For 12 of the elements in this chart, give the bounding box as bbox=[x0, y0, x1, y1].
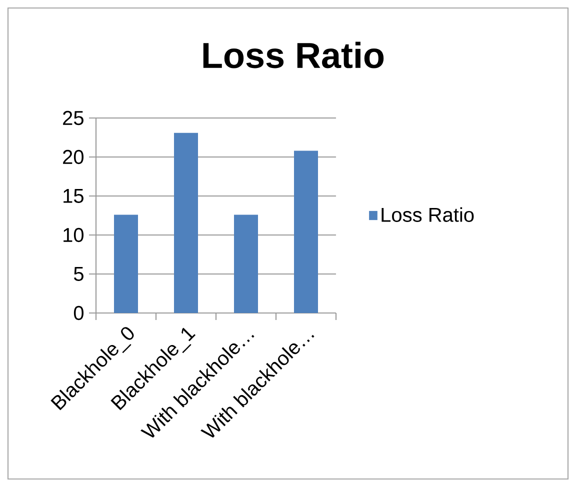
bar bbox=[114, 214, 138, 314]
chart-title: Loss Ratio bbox=[203, 42, 384, 68]
bar bbox=[294, 150, 318, 314]
y-tick-label: 10 bbox=[64, 228, 84, 242]
legend-label: Loss Ratio bbox=[382, 207, 474, 222]
y-tick-label: 5 bbox=[74, 267, 84, 281]
y-tick-label: 15 bbox=[64, 189, 84, 203]
y-tick-label: 0 bbox=[74, 306, 84, 320]
bar bbox=[234, 214, 258, 314]
y-tick-label: 25 bbox=[63, 110, 84, 126]
y-tick-label: 20 bbox=[63, 150, 84, 164]
bar bbox=[174, 132, 198, 314]
